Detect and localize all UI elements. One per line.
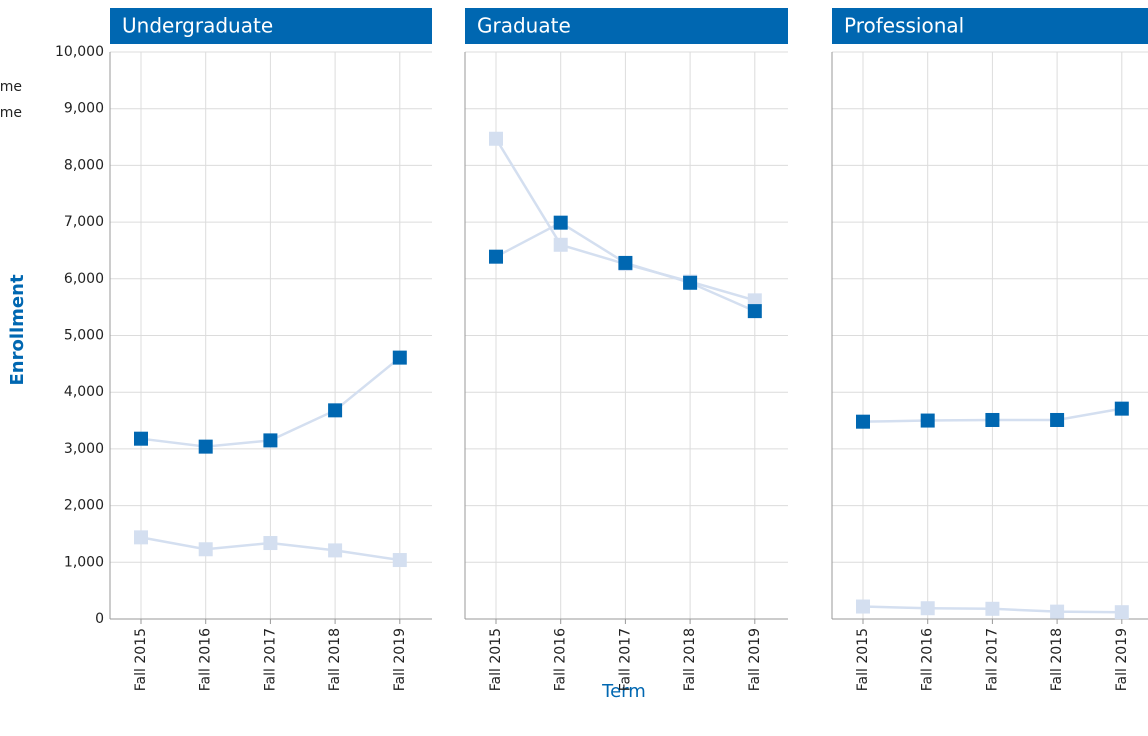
marker [198,542,213,557]
marker [920,601,935,616]
x-tick-label: Fall 2019 [392,628,408,691]
panel-header [110,8,432,44]
y-tick-label: 8,000 [64,157,104,173]
x-axis-label: Term [601,681,646,702]
y-tick-label: 3,000 [64,441,104,457]
marker [328,543,343,558]
x-tick-label: Fall 2017 [984,628,1000,691]
x-tick-label: Fall 2016 [553,628,569,691]
y-tick-label: 1,000 [64,554,104,570]
marker [553,215,568,230]
y-tick-label: 10,000 [55,44,104,60]
x-tick-label: Fall 2015 [488,628,504,691]
y-tick-label: 6,000 [64,271,104,287]
y-tick-label: 0 [95,611,104,627]
marker [1114,605,1129,620]
marker [985,601,1000,616]
marker [1114,401,1129,416]
y-tick-label: 7,000 [64,214,104,230]
marker [489,249,503,264]
legend-label: me [0,105,22,121]
marker [856,599,870,614]
x-tick-label: Fall 2019 [747,628,763,691]
marker [618,255,633,270]
marker [263,536,278,551]
panel-title: Graduate [477,14,571,38]
y-tick-label: 2,000 [64,498,104,514]
marker [198,439,213,454]
marker [489,131,503,146]
marker [985,412,1000,427]
marker [392,350,407,365]
legend-label: me [0,79,22,95]
marker [683,275,698,290]
marker [134,431,148,446]
marker [263,433,278,448]
marker [747,304,762,319]
y-axis-label: Enrollment [7,274,28,385]
marker [1050,604,1065,619]
x-tick-label: Fall 2016 [198,628,214,691]
panel-header [832,8,1148,44]
x-tick-label: Fall 2019 [1114,628,1130,691]
marker [392,553,407,568]
marker [856,414,870,429]
panel-title: Professional [844,14,964,38]
x-tick-label: Fall 2018 [327,628,343,691]
y-tick-label: 4,000 [64,384,104,400]
x-tick-label: Fall 2018 [682,628,698,691]
panel-title: Undergraduate [122,14,273,38]
marker [1050,412,1065,427]
x-tick-label: Fall 2016 [920,628,936,691]
y-tick-label: 5,000 [64,328,104,344]
y-tick-label: 9,000 [64,101,104,117]
x-tick-label: Fall 2015 [855,628,871,691]
x-tick-label: Fall 2018 [1049,628,1065,691]
panel-header [465,8,788,44]
marker [134,530,148,545]
x-tick-label: Fall 2015 [133,628,149,691]
marker [553,237,568,252]
x-tick-label: Fall 2017 [617,628,633,691]
marker [920,413,935,428]
marker [747,293,762,308]
x-tick-label: Fall 2017 [262,628,278,691]
marker [328,403,343,418]
